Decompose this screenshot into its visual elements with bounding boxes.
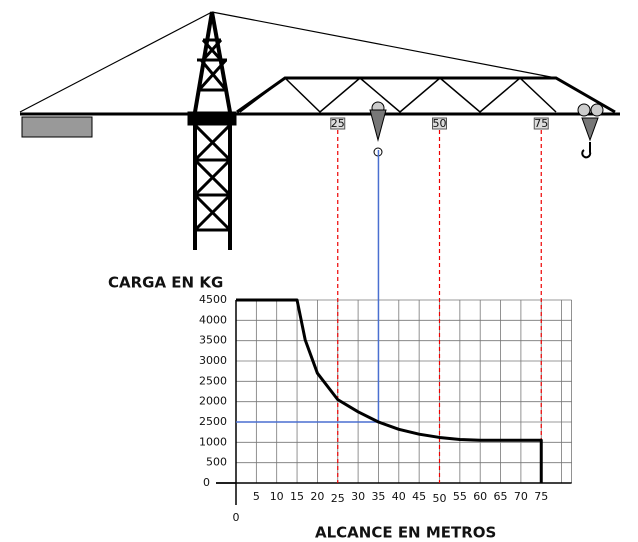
y-tick-label: 3000 [199,354,227,367]
x-tick-label: 55 [453,490,467,503]
x-tick-label: 20 [310,490,324,503]
boom-mark-box [330,117,346,130]
boom-mark-box [432,117,447,130]
x-tick-label: 15 [290,490,304,503]
y-tick-label: 500 [206,456,227,469]
crane [19,11,620,250]
x-tick-label: 65 [494,490,508,503]
x-tick-label: 70 [514,490,528,503]
y-tick-label: 2500 [199,374,227,387]
y-axis-title: CARGA EN KG [108,274,223,292]
x-tick-label: 10 [270,490,284,503]
x-axis-title: ALCANCE EN METROS [315,524,496,542]
x-tick-label: 25 [331,492,345,505]
x-tick-label: 75 [534,490,548,503]
boom-mark-box [533,117,549,130]
y-tick-label: 1000 [199,435,227,448]
y-tick-label: 2500 [199,415,227,428]
x-tick-label: 35 [371,490,385,503]
boom-mark-label: 75 [534,117,548,130]
hook-right [577,103,604,159]
x-tick-label: 45 [412,490,426,503]
x-tick-label: 30 [351,490,365,503]
y-tick-label: 4500 [199,293,227,306]
y-tick-label: 0 [203,476,210,489]
boom-mark-label: 50 [433,117,447,130]
x-tick-label: 5 [253,490,260,503]
hook-left [369,101,387,157]
x-tick-label: 0 [233,511,240,524]
x-tick-label: 50 [433,492,447,505]
x-tick-label: 60 [473,490,487,503]
y-tick-label: 2000 [199,395,227,408]
x-tick-label: 40 [392,490,406,503]
load-curve [236,298,543,483]
y-tick-label: 4000 [199,313,227,326]
boom-mark-label: 25 [331,117,345,130]
y-tick-label: 3500 [199,334,227,347]
